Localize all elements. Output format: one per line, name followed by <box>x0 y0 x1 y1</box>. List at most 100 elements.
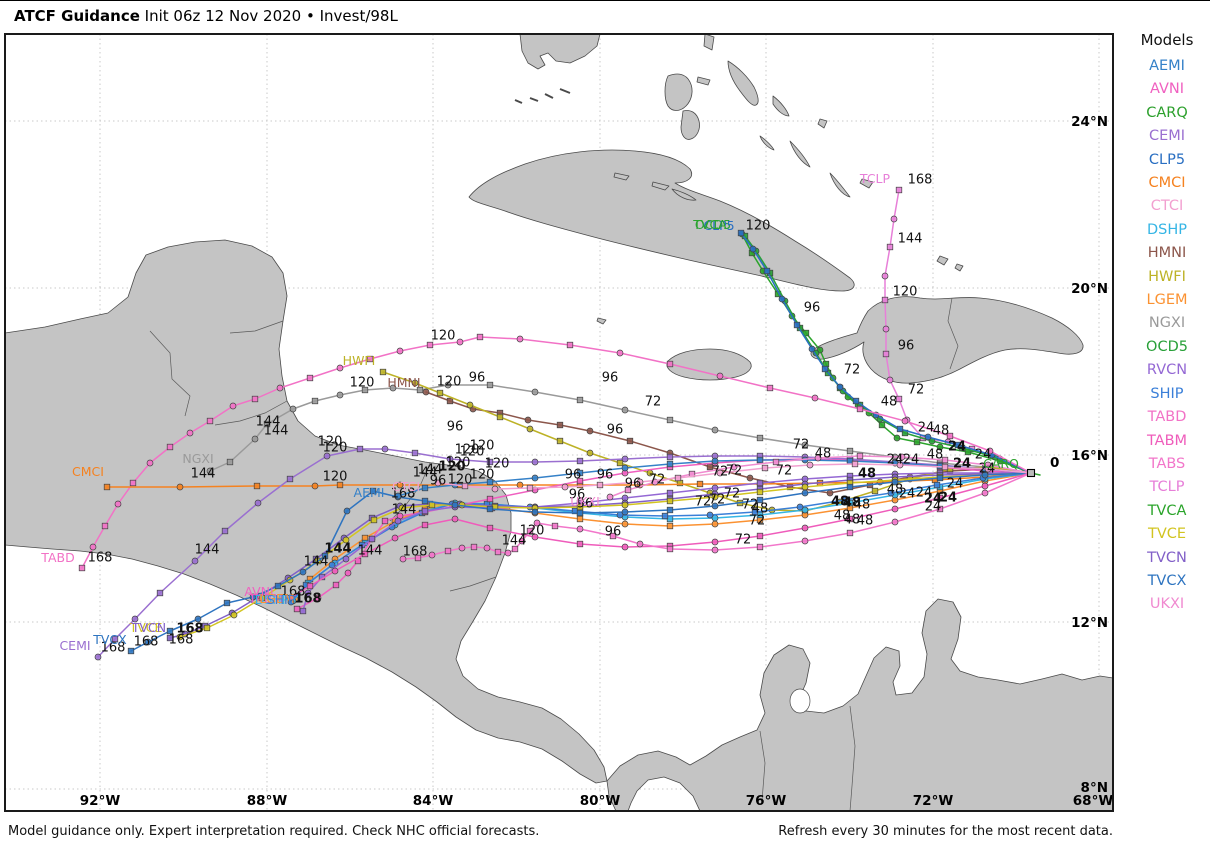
marker-cmci <box>176 483 184 491</box>
marker-hwfi <box>496 413 504 421</box>
landmass <box>936 255 949 266</box>
hour-label: 96 <box>898 339 915 354</box>
legend-item-rvcn: RVCN <box>1146 362 1188 379</box>
marker-rvcn <box>421 507 429 515</box>
legend-item-hwfi: HWFI <box>1148 268 1186 285</box>
hour-label: 96 <box>597 468 614 483</box>
marker-tvce <box>342 536 350 544</box>
hour-label: 72 <box>749 514 766 529</box>
country-border <box>947 297 959 370</box>
map-model-label-hwfi: HWFI <box>343 353 376 368</box>
marker-ukxi <box>624 486 632 494</box>
marker-tvcx <box>451 501 459 509</box>
hour-label: 24 <box>916 486 933 501</box>
legend-item-tvcn: TVCN <box>1147 549 1187 566</box>
map-model-label-lgem: LGEM <box>259 591 294 606</box>
marker-avni <box>486 495 494 503</box>
legend-item-ctci: CTCI <box>1150 198 1184 215</box>
marker-ship <box>796 503 804 511</box>
marker-cemi <box>621 455 629 463</box>
marker-tvce <box>258 594 266 602</box>
hour-label: 24 <box>948 440 966 455</box>
hour-label: 120 <box>520 524 545 539</box>
marker-aemi <box>486 478 494 486</box>
hour-label: 96 <box>577 497 594 512</box>
hour-label: 144 <box>392 503 417 518</box>
hour-label: 144 <box>264 424 289 439</box>
legend-item-tclp: TCLP <box>1149 479 1185 496</box>
marker-tabs <box>458 544 466 552</box>
marker-hwfi <box>379 368 387 376</box>
marker-lgem <box>711 520 719 528</box>
map-model-label-ship: SHIP <box>267 592 296 607</box>
marker-hmni <box>422 388 430 396</box>
marker-hmni <box>626 437 634 445</box>
lon-tick-label: 80°W <box>580 793 621 809</box>
hour-label: 96 <box>607 423 624 438</box>
marker-ukxi <box>898 453 906 461</box>
marker-tabs <box>609 532 617 540</box>
hour-label: 96 <box>447 420 464 435</box>
lon-tick-label: 76°W <box>746 793 787 809</box>
hour-label: 24 <box>887 453 904 468</box>
lon-tick-label: 88°W <box>247 793 288 809</box>
landmass <box>817 118 828 129</box>
hour-label: 168 <box>134 635 159 650</box>
landmass <box>519 34 601 70</box>
marker-tabm <box>486 524 494 532</box>
hour-label: 168 <box>403 545 428 560</box>
lat-tick-label: 12°N <box>1071 615 1108 631</box>
marker-tclp <box>886 243 894 251</box>
marker-tabs <box>414 554 422 562</box>
marker-aemi <box>621 464 629 472</box>
marker-tabd <box>306 374 314 382</box>
marker-ngxi <box>251 435 259 443</box>
marker-tabd <box>206 417 214 425</box>
marker-ship <box>841 496 849 504</box>
origin-hour-label: 0 <box>1050 455 1059 471</box>
hour-label: 24 <box>975 448 992 463</box>
marker-tabd <box>946 432 954 440</box>
marker-ctci <box>526 484 534 492</box>
marker-hmni <box>446 397 454 405</box>
hour-label: 48 <box>843 496 861 511</box>
marker-hwfi <box>556 437 564 445</box>
marker-tabm <box>846 515 854 523</box>
hour-label: 96 <box>469 371 486 386</box>
hour-label: 48 <box>857 514 874 529</box>
marker-hwfi <box>526 425 534 433</box>
legend-item-avni: AVNI <box>1149 81 1185 98</box>
landmass <box>596 317 607 325</box>
marker-cmci <box>696 480 704 488</box>
hour-label: 144 <box>191 467 216 482</box>
marker-avni <box>293 605 301 613</box>
hour-label: 24 <box>939 491 957 506</box>
hour-label: 144 <box>324 542 351 557</box>
page-title: ATCF Guidance Init 06z 12 Nov 2020 • Inv… <box>14 7 398 25</box>
marker-tclp <box>881 272 889 280</box>
marker-tvca <box>893 434 901 442</box>
marker-hmni <box>586 427 594 435</box>
hour-label: 144 <box>256 415 281 430</box>
marker-ngxi <box>576 396 584 404</box>
marker-cemi <box>411 449 419 457</box>
hour-label: 48 <box>887 483 904 498</box>
marker-tabd <box>716 372 724 380</box>
hour-label: 168 <box>101 641 126 656</box>
marker-tclp <box>895 395 903 403</box>
hour-label: 168 <box>176 622 203 637</box>
marker-ngxi <box>263 420 271 428</box>
hour-label: 72 <box>776 464 793 479</box>
marker-tabm <box>331 567 339 575</box>
track-ukxi <box>609 455 1032 498</box>
marker-tvce <box>621 501 629 509</box>
marker-cemi <box>381 445 389 453</box>
hour-label: 48 <box>854 498 871 513</box>
hour-label: 144 <box>304 555 329 570</box>
hour-label: 24 <box>903 453 920 468</box>
marker-avni <box>576 477 584 485</box>
marker-tvce <box>428 501 436 509</box>
marker-ngxi <box>444 381 452 389</box>
map-model-label-tclp: TCLP <box>859 171 891 186</box>
hour-label: 72 <box>742 498 759 513</box>
